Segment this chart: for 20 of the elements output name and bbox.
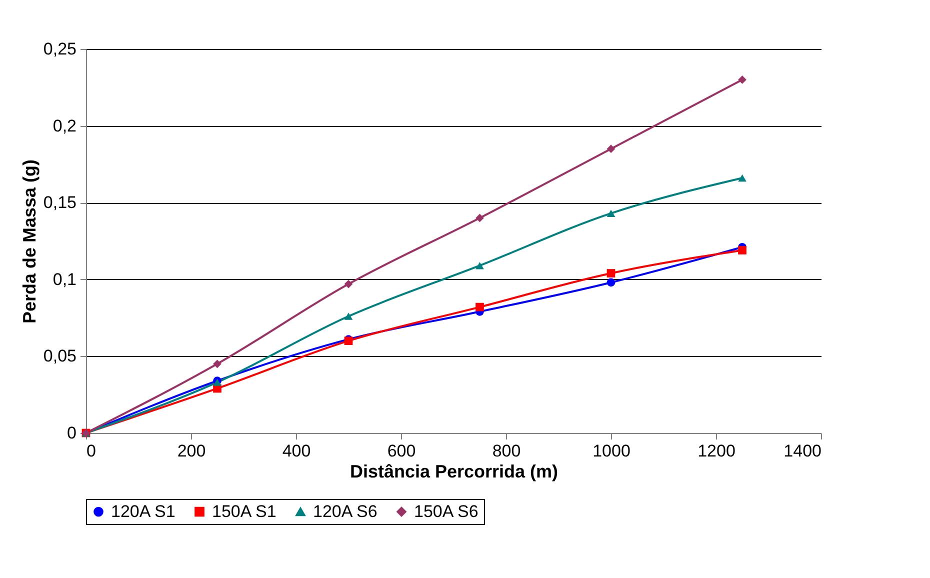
x-tick-label: 1000	[592, 442, 630, 460]
legend-label: 120A S6	[313, 502, 378, 521]
x-axis-title: Distância Percorrida (m)	[350, 462, 558, 482]
y-axis-title: Perda de Massa (g)	[19, 159, 40, 324]
y-tick-label: 0	[67, 424, 76, 442]
legend-label: 120A S1	[111, 502, 176, 521]
y-tick-label: 0,2	[52, 116, 76, 136]
y-tick-label: 0,05	[43, 346, 76, 366]
x-tick-label: 400	[282, 442, 311, 460]
x-tick-label: 800	[492, 442, 521, 460]
x-tick-label: 600	[387, 442, 416, 460]
x-tick-label: 0	[86, 442, 96, 460]
y-tick-label: 0,1	[52, 270, 76, 289]
y-tick-label: 0,15	[43, 193, 76, 212]
y-tick-label: 0,25	[43, 40, 76, 58]
legend-label: 150A S1	[212, 502, 276, 521]
legend-label: 150A S6	[414, 502, 478, 521]
x-tick-label: 1200	[698, 442, 736, 460]
x-tick-label: 200	[177, 442, 206, 460]
x-tick-label: 1400	[784, 442, 822, 460]
